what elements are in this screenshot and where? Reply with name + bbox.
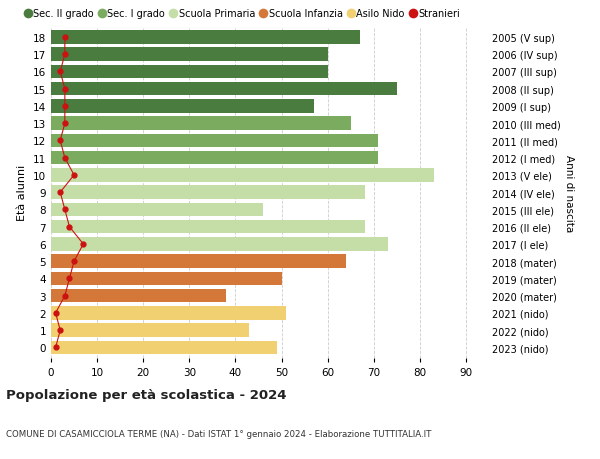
Bar bbox=[51, 307, 286, 320]
Bar bbox=[51, 238, 388, 251]
Bar bbox=[51, 100, 314, 113]
Legend: Sec. II grado, Sec. I grado, Scuola Primaria, Scuola Infanzia, Asilo Nido, Stran: Sec. II grado, Sec. I grado, Scuola Prim… bbox=[25, 9, 460, 19]
Y-axis label: Età alunni: Età alunni bbox=[17, 165, 28, 221]
Bar bbox=[51, 83, 397, 96]
Bar bbox=[51, 220, 365, 234]
Bar bbox=[51, 341, 277, 354]
Text: Popolazione per età scolastica - 2024: Popolazione per età scolastica - 2024 bbox=[6, 388, 287, 401]
Bar bbox=[51, 289, 226, 303]
Bar bbox=[51, 31, 360, 45]
Bar bbox=[51, 324, 249, 337]
Bar bbox=[51, 151, 379, 165]
Bar bbox=[51, 169, 434, 182]
Bar bbox=[51, 186, 365, 200]
Bar bbox=[51, 255, 346, 269]
Bar bbox=[51, 48, 328, 62]
Bar bbox=[51, 272, 281, 285]
Bar bbox=[51, 66, 328, 79]
Text: COMUNE DI CASAMICCIOLA TERME (NA) - Dati ISTAT 1° gennaio 2024 - Elaborazione TU: COMUNE DI CASAMICCIOLA TERME (NA) - Dati… bbox=[6, 429, 431, 438]
Y-axis label: Anni di nascita: Anni di nascita bbox=[565, 154, 574, 231]
Bar bbox=[51, 134, 379, 148]
Bar bbox=[51, 117, 350, 131]
Bar bbox=[51, 203, 263, 217]
